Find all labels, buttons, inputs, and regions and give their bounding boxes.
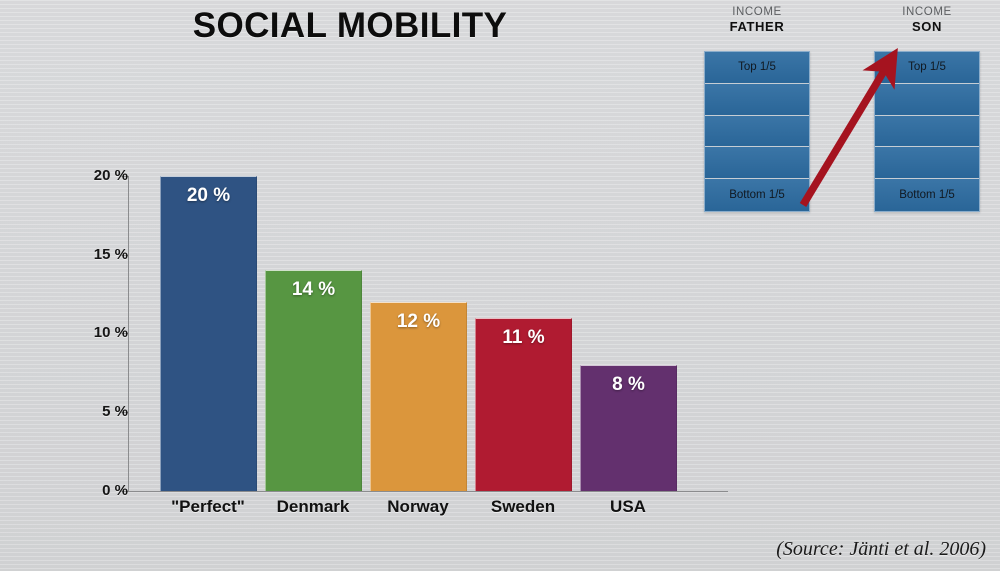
father-rung-3	[705, 115, 809, 148]
son-header-bold: SON	[912, 19, 942, 34]
son-header-small: INCOME	[902, 6, 952, 18]
bar-value-label: 8 %	[612, 374, 645, 395]
bar-value-label: 11 %	[502, 327, 545, 348]
y-tick-0: 0 %	[0, 482, 128, 499]
rung-label: Bottom 1/5	[729, 189, 785, 202]
category-label-sweden: Sweden	[490, 497, 556, 516]
y-tick-label: 20 %	[93, 167, 128, 184]
bar-usa[interactable]: 8 %	[580, 365, 677, 491]
y-axis-line	[128, 176, 129, 492]
son-rung-3	[875, 115, 979, 148]
y-tick-label: 10 %	[93, 324, 128, 341]
category-label-denmark: Denmark	[276, 497, 350, 516]
father-header-bold: FATHER	[729, 19, 785, 34]
son-rung-bottom: Bottom 1/5	[875, 179, 979, 211]
category-label-norway: Norway	[387, 497, 449, 516]
source-citation: (Source: Jänti et al. 2006)	[776, 538, 986, 560]
son-rung-2	[875, 83, 979, 116]
income-quintile-diagram: INCOME FATHER INCOME SON Top 1/5 Bottom …	[690, 0, 1000, 230]
category-label-perfect: "Perfect"	[171, 497, 245, 516]
bar-value-label: 12 %	[396, 311, 441, 332]
y-tick-15: 15 %	[0, 246, 128, 263]
x-axis-line	[128, 491, 728, 492]
y-tick-5: 5 %	[0, 403, 128, 420]
category-label-usa: USA	[610, 497, 646, 516]
y-tick-10: 10 %	[0, 324, 128, 341]
bar-denmark[interactable]: 14 %	[265, 270, 362, 491]
bar-norway[interactable]: 12 %	[370, 302, 467, 491]
father-rung-4	[705, 147, 809, 180]
bar-value-label: 20 %	[186, 185, 231, 206]
bar-value-label: 14 %	[291, 279, 336, 300]
son-header: INCOME SON	[857, 6, 997, 34]
y-tick-label: 0 %	[102, 482, 128, 499]
father-rung-top: Top 1/5	[705, 52, 809, 84]
bar-perfect[interactable]: 20 %	[160, 176, 257, 491]
y-tick-label: 5 %	[102, 403, 128, 420]
father-header: INCOME FATHER	[687, 6, 827, 34]
bar-sweden[interactable]: 11 %	[475, 318, 572, 491]
father-rung-bottom: Bottom 1/5	[705, 179, 809, 211]
son-rung-top: Top 1/5	[875, 52, 979, 84]
son-income-ladder: Top 1/5 Bottom 1/5	[874, 51, 980, 212]
rung-label: Bottom 1/5	[899, 189, 955, 202]
father-header-small: INCOME	[732, 6, 782, 18]
father-income-ladder: Top 1/5 Bottom 1/5	[704, 51, 810, 212]
son-rung-4	[875, 147, 979, 180]
rung-label: Top 1/5	[908, 61, 946, 74]
y-tick-20: 20 %	[0, 167, 128, 184]
bar-chart: 0 % 5 % 10 % 15 % 20 % 20 % 14 % 12 %	[0, 167, 728, 516]
page-title: SOCIAL MOBILITY	[192, 6, 508, 45]
y-tick-label: 15 %	[93, 246, 128, 263]
rung-label: Top 1/5	[738, 61, 776, 74]
father-rung-2	[705, 83, 809, 116]
